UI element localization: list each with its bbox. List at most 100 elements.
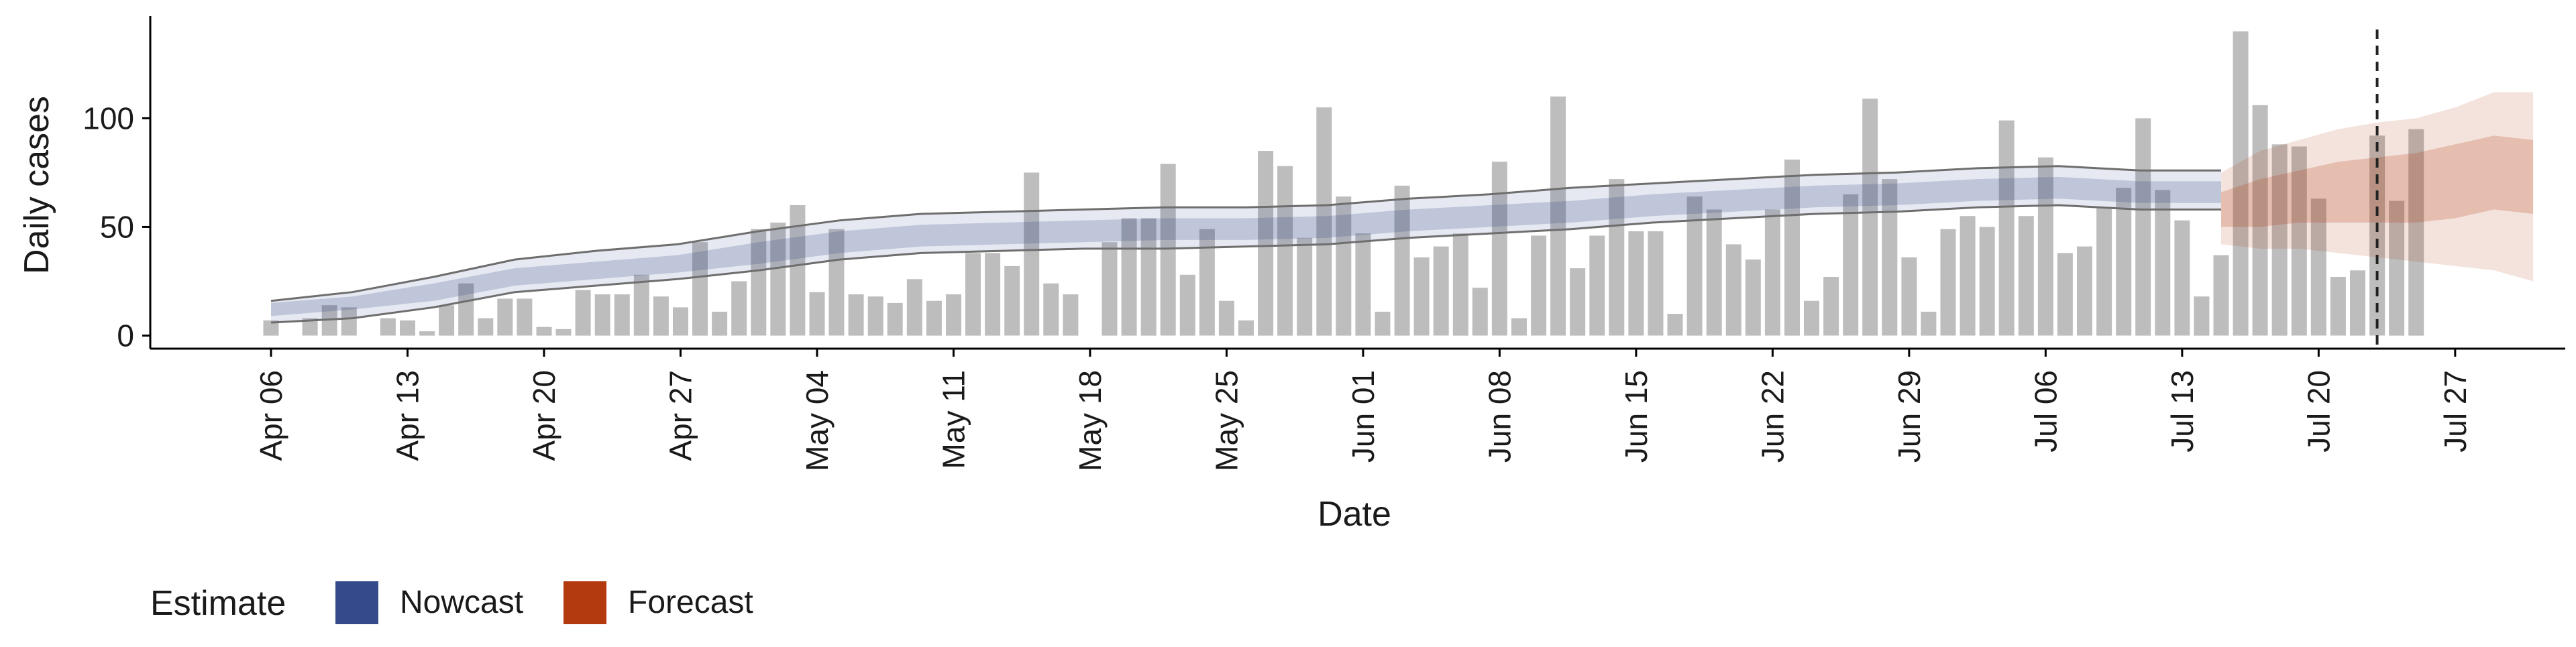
bar [1628,231,1644,336]
bar [1921,311,1937,336]
bar [2135,118,2151,336]
bar [614,294,630,336]
bar [828,229,845,336]
x-tick-label: Jun 22 [1755,370,1790,463]
legend-swatch-nowcast [335,581,378,624]
bar [478,318,494,336]
bar [2077,246,2092,336]
bar [848,294,864,336]
bar [1998,120,2015,336]
bar [1823,277,1839,336]
x-tick-label: May 18 [1073,370,1108,471]
bar [1609,179,1625,336]
bar [1277,166,1293,336]
bar [2096,207,2112,336]
bar [2116,188,2132,336]
bar [1297,237,1313,336]
x-tick-label: Jun 15 [1619,370,1654,463]
bar [1960,216,1976,336]
bar [1667,314,1683,336]
bar [692,242,708,336]
x-tick-label: Apr 27 [663,370,698,461]
bar [400,320,415,336]
bar [673,307,688,336]
nowcast-inner-band [271,176,2221,316]
bar [1511,318,1527,336]
x-tick-label: Jul 20 [2301,370,2336,453]
forecast-outer-band [2221,92,2534,282]
x-tick-label: Apr 20 [527,370,561,461]
bar [1550,96,1566,336]
bar [1218,300,1234,336]
bar [790,205,806,336]
bar [965,253,981,336]
bar [1004,266,1020,336]
bar [2350,270,2365,336]
bar [2155,190,2171,336]
bar [2037,157,2053,336]
bar [555,329,572,336]
bar [1706,209,1722,336]
bar [1452,233,1468,336]
bar [2018,216,2034,336]
bar [1862,99,1878,336]
lines-group [270,30,2379,349]
bar [1238,320,1254,336]
bar [2252,105,2268,336]
bar [2213,255,2229,336]
bar [1258,151,1274,336]
bar [1102,242,1118,336]
bar [926,300,942,336]
x-axis-title: Date [1318,495,1391,534]
bar [2194,296,2210,336]
bar [2233,31,2249,336]
bar [1882,179,1898,336]
x-tick-label: May 25 [1209,370,1244,471]
bar [770,223,786,336]
bar [1199,229,1215,336]
bar [1063,294,1079,336]
bar [2330,277,2346,336]
bar [1531,235,1547,336]
y-tick-label: 100 [83,101,134,135]
bar [985,253,1001,336]
bar [1140,218,1157,336]
nowcast-outer-band [271,166,2221,323]
x-tick-label: Jun 08 [1482,370,1517,463]
bar [1024,172,1040,336]
x-tick-label: Apr 06 [254,370,288,461]
bar [1433,246,1449,336]
bar [1179,274,1195,336]
bar [731,281,747,336]
bar [1394,185,1410,336]
bar [1043,283,1059,336]
x-tick-label: Jul 13 [2165,370,2200,453]
bar [1160,164,1176,336]
bar [2174,220,2190,336]
nowcast-upper-line [270,165,2221,302]
bar [1648,231,1664,336]
bar [1764,209,1780,336]
x-tick-label: Jun 29 [1892,370,1927,463]
bar [2369,135,2385,336]
bar [1589,235,1605,336]
x-tick-label: May 04 [800,370,835,471]
bar [1979,227,1995,336]
bar [653,296,669,336]
bar [458,283,474,336]
bar [1121,218,1137,336]
bar [536,327,552,336]
bar [1491,162,1507,336]
bar [887,302,903,336]
bar [2310,198,2326,336]
x-tick-label: Apr 13 [390,370,425,461]
bar [517,298,533,336]
y-tick-label: 0 [117,318,134,353]
bar [809,292,825,336]
bar [1843,194,1859,336]
bar [2389,200,2405,336]
bar [867,296,883,336]
bar [302,318,318,336]
legend-swatch-forecast [564,581,606,624]
x-tick-label: Jun 01 [1346,370,1381,463]
